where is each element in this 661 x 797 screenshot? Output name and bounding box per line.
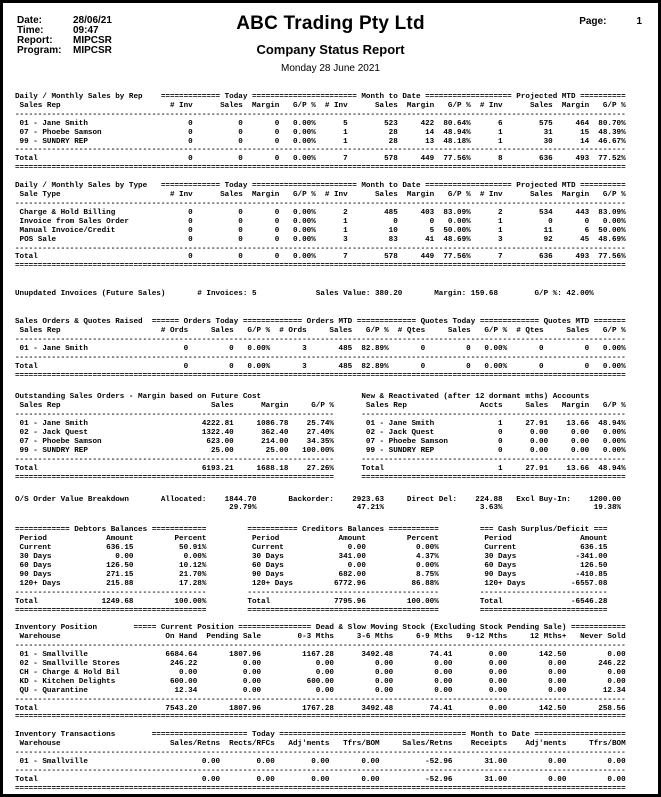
meta-date-value: 28/06/21 — [73, 15, 112, 26]
section-daily-monthly-sales-by-type: Daily / Monthly Sales by Type ==========… — [15, 182, 626, 271]
section-daily-monthly-sales-by-rep: Daily / Monthly Sales by Rep ===========… — [15, 93, 626, 173]
page-number-value: 1 — [636, 16, 642, 27]
page-number: Page: 1 — [579, 16, 642, 27]
meta-program: Program: MIPCSR — [17, 46, 112, 56]
section-outstanding-orders-and-new-accounts: Outstanding Sales Orders - Margin based … — [15, 393, 626, 482]
report-date: Monday 28 June 2021 — [281, 63, 380, 74]
meta-time-value: 09:47 — [73, 25, 99, 36]
meta-program-value: MIPCSR — [73, 45, 112, 56]
company-name: ABC Trading Pty Ltd — [236, 13, 425, 34]
section-debtors-creditors-cash-balances: ============ Debtors Balances ==========… — [15, 526, 608, 615]
section-os-order-value-breakdown: O/S Order Value Breakdown Allocated: 184… — [15, 495, 622, 513]
section-unupdated-invoices: Unupdated Invoices (Future Sales) # Invo… — [15, 290, 594, 299]
report-meta: Date: 28/06/21 Time: 09:47 Report: MIPCS… — [17, 16, 112, 56]
meta-date-label: Date: — [17, 15, 43, 26]
section-sales-orders-quotes-raised: Sales Orders & Quotes Raised ====== Orde… — [15, 318, 626, 380]
section-inventory-transactions: Inventory Transactions =================… — [15, 731, 626, 793]
page-title: Company Status Report — [256, 42, 405, 57]
meta-date: Date: 28/06/21 — [17, 16, 112, 26]
section-inventory-position: Inventory Position ===== Current Positio… — [15, 624, 626, 722]
title-block: ABC Trading Pty Ltd Company Status Repor… — [3, 3, 658, 74]
page-number-label: Page: — [579, 16, 607, 27]
meta-report-value: MIPCSR — [73, 35, 112, 46]
report-body: Daily / Monthly Sales by Rep ===========… — [3, 87, 658, 794]
meta-time: Time: 09:47 — [17, 26, 112, 36]
meta-time-label: Time: — [17, 25, 44, 36]
report-header: Date: 28/06/21 Time: 09:47 Report: MIPCS… — [3, 3, 658, 87]
meta-program-label: Program: — [17, 45, 62, 56]
meta-report-label: Report: — [17, 35, 53, 46]
meta-report: Report: MIPCSR — [17, 36, 112, 46]
